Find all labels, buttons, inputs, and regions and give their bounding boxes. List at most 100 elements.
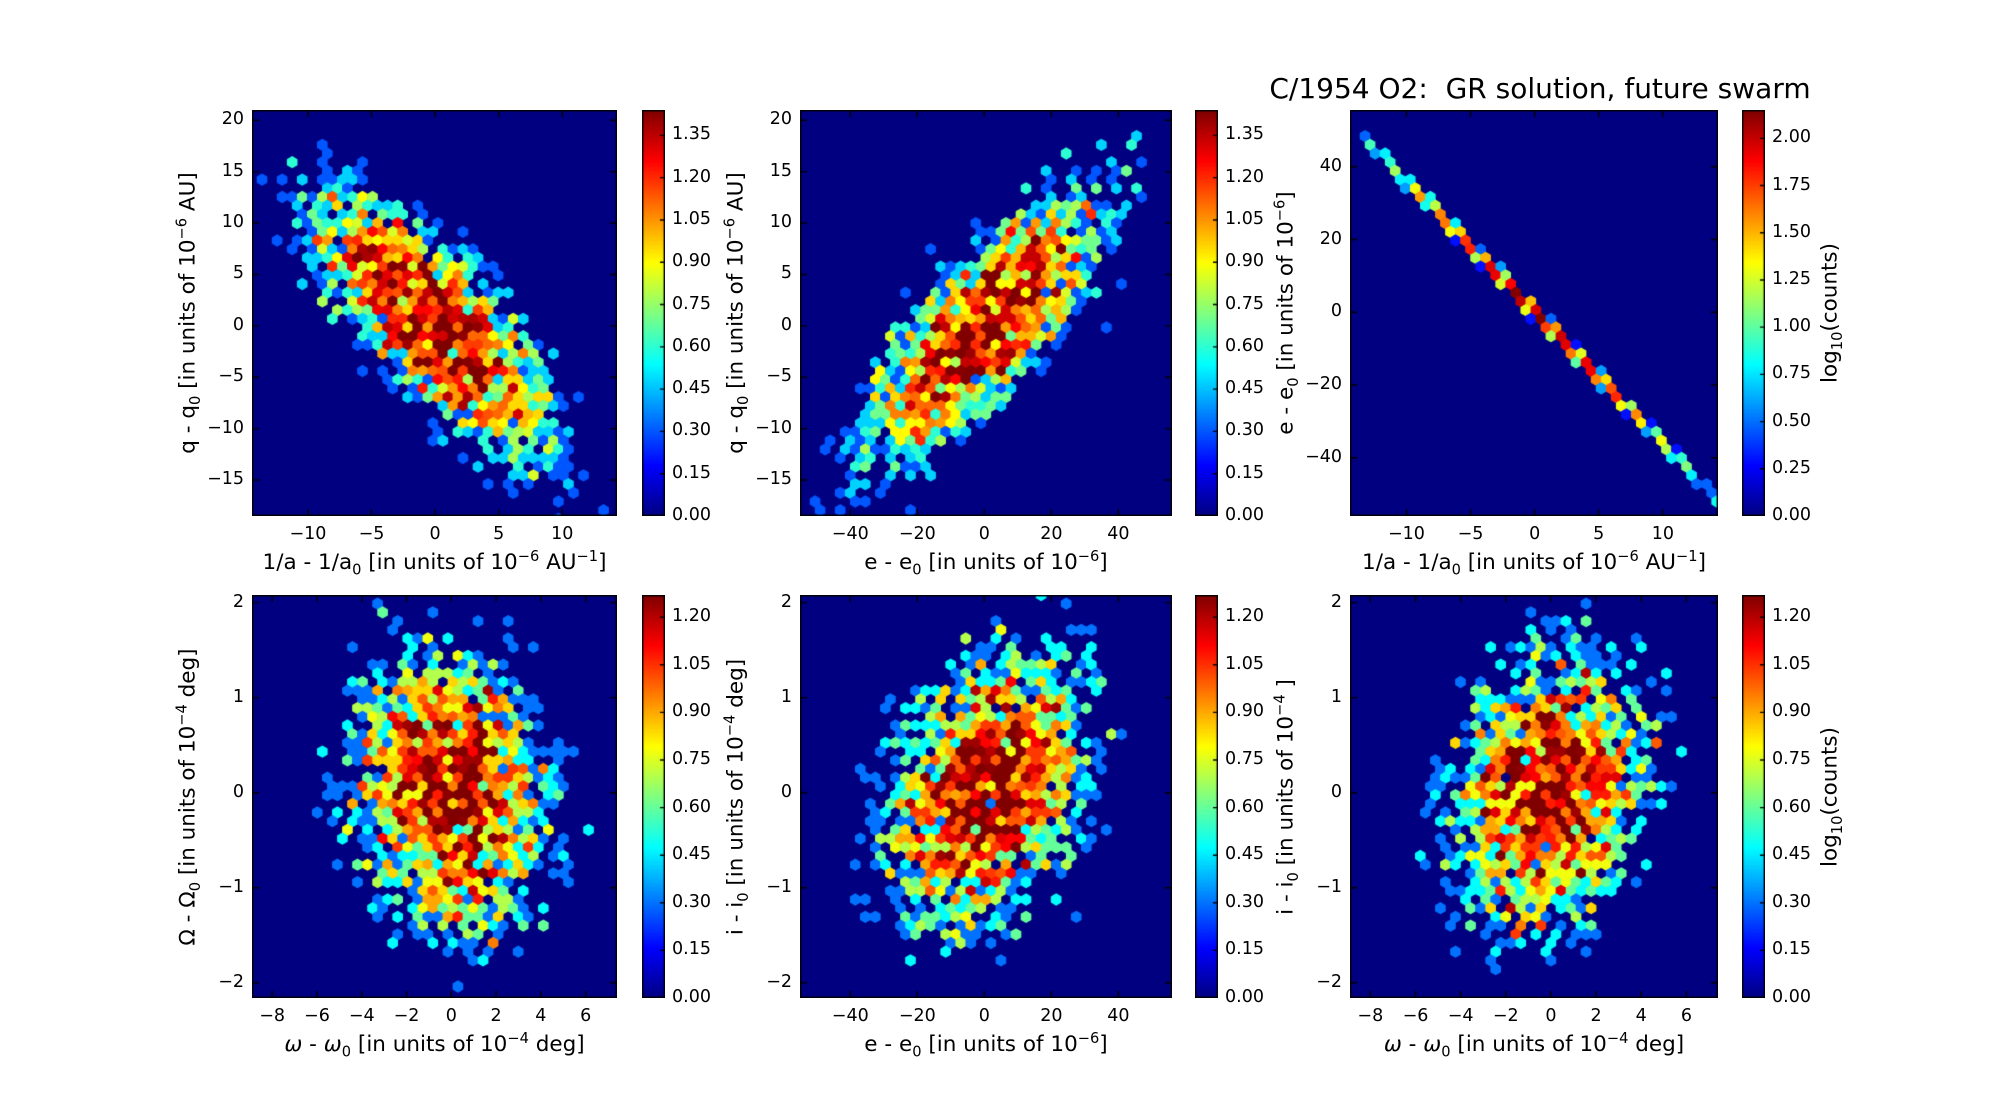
hexbin-plot-canvas: [252, 110, 617, 516]
colorbar-tick-label: 0.45: [672, 378, 711, 399]
y-tick-label: −1: [218, 876, 244, 897]
colorbar-tick-label: 0.00: [1772, 987, 1811, 1007]
x-tick-label: 20: [1040, 524, 1063, 544]
colorbar-tick-label: 0.30: [1225, 891, 1264, 912]
y-tick-label: −5: [766, 366, 792, 387]
y-tick-label: 0: [232, 314, 244, 335]
hexbin-plot-canvas: [252, 595, 617, 998]
y-tick-label: 10: [221, 212, 244, 233]
x-tick-label: 2: [1590, 1006, 1602, 1026]
x-axis-label: ω - ω0 [in units of 10−4 deg]: [284, 1029, 585, 1061]
colorbar-tick-label: 1.05: [1225, 208, 1264, 229]
colorbar-tick-label: 0.00: [1225, 987, 1264, 1007]
colorbar-tick-label: 0.15: [1772, 939, 1811, 960]
x-tick-label: 5: [1593, 524, 1605, 544]
x-tick-label: −8: [259, 1006, 286, 1026]
colorbar-canvas: [1742, 595, 1765, 998]
x-tick-label: 4: [1635, 1006, 1647, 1026]
y-tick-label: −20: [1305, 374, 1342, 395]
colorbar-tick-label: 1.20: [1772, 606, 1811, 627]
y-tick-label: −15: [755, 469, 792, 490]
colorbar-tick-label: 0.75: [1772, 749, 1811, 769]
colorbar-tick-label: 1.00: [1772, 316, 1811, 337]
colorbar-tick-label: 0.60: [672, 335, 711, 356]
colorbar-label: log10(counts): [1817, 242, 1846, 384]
x-tick-label: 4: [535, 1006, 547, 1026]
y-tick-label: 15: [769, 160, 792, 181]
y-tick-label: 20: [221, 109, 244, 130]
colorbar-tick-label: 1.05: [1772, 653, 1811, 674]
x-tick-label: −8: [1357, 1006, 1384, 1026]
colorbar-tick-label: 0.30: [672, 891, 711, 912]
colorbar-tick-label: 0.25: [1772, 457, 1811, 478]
colorbar-tick-label: 1.20: [1225, 606, 1264, 627]
x-tick-label: −4: [1447, 1006, 1474, 1026]
panel-e-vs-inv-a: e - e0 [in units of 10−6] 1/a - 1/a0 [in…: [1271, 110, 1846, 577]
y-tick-label: −10: [755, 417, 792, 438]
x-tick-label: 5: [493, 524, 505, 544]
colorbar-tick-label: 0.90: [672, 251, 711, 272]
x-tick-label: 10: [551, 524, 574, 544]
colorbar-tick-label: 0.75: [672, 749, 711, 769]
colorbar-tick-label: 0.45: [672, 844, 711, 865]
colorbar-tick-label: 1.20: [672, 166, 711, 187]
colorbar-tick-label: 0.90: [1225, 251, 1264, 272]
y-tick-label: 40: [1319, 155, 1342, 176]
colorbar-tick-label: 0.00: [1225, 505, 1264, 525]
y-tick-label: 20: [769, 109, 792, 130]
colorbar-tick-label: 0.00: [672, 505, 711, 525]
colorbar-canvas: [642, 595, 665, 998]
y-tick-label: −2: [1316, 971, 1342, 992]
colorbar-tick-label: 1.35: [672, 124, 711, 145]
colorbar-tick-label: 0.90: [1772, 701, 1811, 722]
colorbar-tick-label: 0.50: [1772, 410, 1811, 431]
y-tick-label: 2: [780, 591, 792, 612]
colorbar-tick-label: 0.75: [1225, 749, 1264, 769]
colorbar-tick-label: 0.45: [1772, 844, 1811, 865]
colorbar-tick-label: 1.25: [1772, 268, 1811, 289]
x-axis-label: ω - ω0 [in units of 10−4 deg]: [1383, 1029, 1685, 1061]
colorbar-tick-label: 1.50: [1772, 221, 1811, 242]
x-tick-label: 0: [429, 524, 441, 544]
x-tick-label: −2: [393, 1006, 420, 1026]
panel-q-vs-inv-a: q - q0 [in units of 10−6 AU] 1/a - 1/a0 …: [173, 109, 711, 577]
x-tick-label: 6: [1680, 1006, 1692, 1026]
panel-Omega-vs-omega: Ω - Ω0 [in units of 10−4 deg] ω - ω0 [in…: [173, 592, 711, 1059]
colorbar-tick-label: 0.75: [1225, 293, 1264, 314]
x-tick-label: 0: [978, 1006, 990, 1026]
y-tick-label: 0: [232, 781, 244, 802]
x-tick-label: −20: [898, 1006, 936, 1026]
y-tick-label: −1: [766, 876, 792, 897]
colorbar-tick-label: 0.00: [672, 987, 711, 1007]
colorbar-tick-label: 0.15: [1225, 462, 1264, 483]
colorbar-tick-label: 0.30: [672, 420, 711, 441]
colorbar-tick-label: 0.75: [1772, 363, 1811, 384]
colorbar-tick-label: 0.60: [672, 796, 711, 817]
y-tick-label: 20: [1319, 228, 1342, 249]
x-tick-label: −40: [831, 524, 869, 544]
colorbar-tick-label: 0.60: [1225, 335, 1264, 356]
colorbar-tick-label: 0.90: [1225, 701, 1264, 722]
y-tick-label: 0: [780, 314, 792, 335]
x-tick-label: −2: [1492, 1006, 1519, 1026]
x-tick-label: 20: [1040, 1006, 1063, 1026]
panel-q-vs-e: q - q0 [in units of 10−6 AU] e - e0 [in …: [721, 109, 1264, 577]
x-tick-label: 2: [490, 1006, 502, 1026]
y-tick-label: 15: [221, 160, 244, 181]
colorbar-tick-label: 1.05: [1225, 653, 1264, 674]
colorbar-tick-label: 0.00: [1772, 505, 1811, 525]
y-tick-label: −15: [207, 469, 244, 490]
hexbin-plot-canvas: [800, 110, 1172, 516]
y-tick-label: 5: [232, 263, 244, 284]
colorbar-tick-label: 0.45: [1225, 378, 1264, 399]
hexbin-plot-canvas: [1350, 110, 1718, 516]
y-tick-label: −1: [1316, 876, 1342, 897]
y-tick-label: 5: [780, 263, 792, 284]
x-tick-label: 0: [1529, 524, 1541, 544]
colorbar-tick-label: 1.20: [672, 606, 711, 627]
colorbar-tick-label: 1.35: [1225, 124, 1264, 145]
y-tick-label: 1: [780, 686, 792, 707]
colorbar-canvas: [1195, 110, 1218, 516]
colorbar-tick-label: 1.75: [1772, 174, 1811, 195]
colorbar-tick-label: 0.15: [672, 462, 711, 483]
